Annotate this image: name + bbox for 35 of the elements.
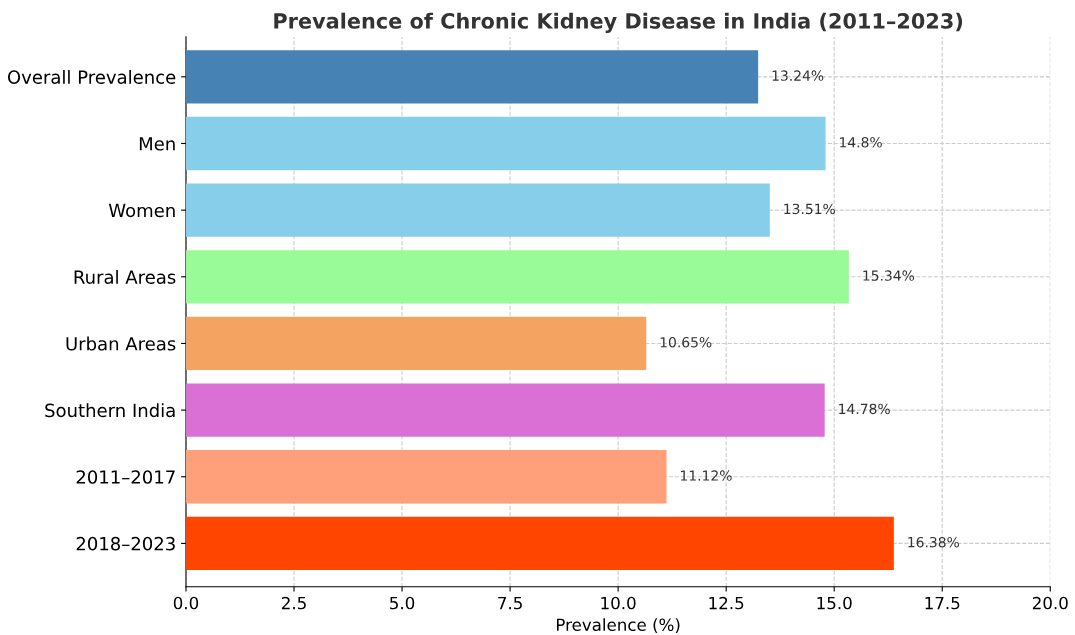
x-tick-label: 2.5 bbox=[281, 596, 306, 610]
y-tick-label: Men bbox=[139, 137, 175, 151]
chart-title: Prevalence of Chronic Kidney Disease in India (2011–2023) bbox=[274, 12, 963, 33]
data-label: 14.8% bbox=[840, 137, 882, 148]
bar bbox=[185, 316, 647, 371]
y-tick-label: 2018–2023 bbox=[76, 536, 175, 551]
bar bbox=[185, 250, 849, 304]
data-label: 10.65% bbox=[660, 336, 712, 348]
x-tick-label: 17.5 bbox=[925, 596, 960, 610]
y-tick-label: Overall Prevalence bbox=[7, 69, 176, 84]
data-label: 13.51% bbox=[784, 203, 835, 215]
x-tick-label: 0.0 bbox=[173, 596, 199, 610]
y-tick-label: 2011–2017 bbox=[76, 470, 175, 484]
data-label: 15.34% bbox=[863, 270, 915, 281]
data-label: 13.24% bbox=[772, 70, 824, 81]
data-label: 14.78% bbox=[839, 403, 890, 415]
x-tick-label: 10.0 bbox=[601, 596, 636, 610]
y-tick-label: Southern India bbox=[45, 403, 175, 418]
y-tick-label: Urban Areas bbox=[66, 336, 176, 351]
bar bbox=[185, 183, 770, 237]
bar bbox=[185, 116, 826, 171]
x-axis-title: Prevalence (%) bbox=[556, 618, 680, 634]
x-tick-label: 5.0 bbox=[390, 596, 415, 610]
x-tick-label: 12.5 bbox=[709, 596, 744, 610]
bar bbox=[185, 383, 825, 437]
x-tick-label: 7.5 bbox=[498, 596, 522, 610]
data-label: 11.12% bbox=[681, 470, 732, 481]
y-tick-label: Women bbox=[108, 203, 175, 218]
x-tick-label: 15.0 bbox=[817, 596, 852, 610]
bar bbox=[185, 50, 759, 104]
bar bbox=[185, 450, 667, 504]
x-tick-label: 20.0 bbox=[1032, 596, 1068, 610]
y-tick-label: Rural Areas bbox=[74, 269, 176, 284]
data-label: 16.38% bbox=[908, 536, 959, 548]
bar bbox=[185, 516, 894, 571]
